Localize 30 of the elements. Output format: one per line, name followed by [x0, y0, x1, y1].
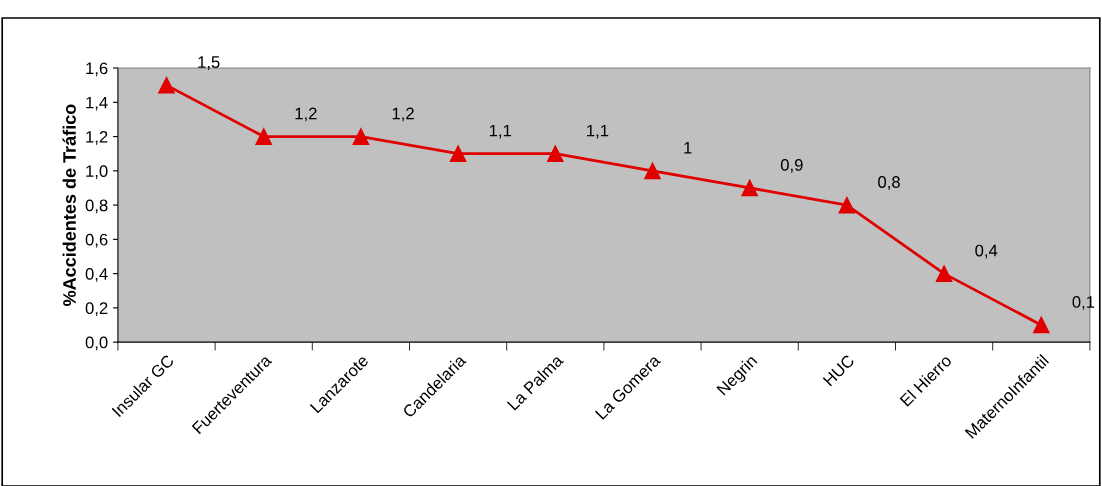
point [935, 265, 953, 282]
data-label: 1,1 [489, 124, 512, 139]
data-label: 0,8 [878, 176, 900, 190]
y-axis-title: %Accidentes de Tráfico [62, 104, 76, 306]
data-label: 0,9 [780, 158, 803, 173]
point [158, 76, 175, 94]
data-label: 0,4 [975, 244, 998, 259]
y-tick-label: 1,2 [86, 130, 108, 145]
y-tick-label: 0,8 [85, 199, 108, 214]
data-label: 1,2 [392, 107, 414, 122]
point [255, 128, 273, 145]
point [449, 145, 467, 163]
data-label: 1,5 [198, 56, 220, 70]
point [352, 128, 370, 145]
data-label: 1 [684, 142, 692, 154]
point [1032, 316, 1050, 334]
y-tick-label: 1,0 [86, 165, 108, 179]
data-label: 0,1 [1072, 296, 1095, 310]
point [838, 196, 856, 214]
point [546, 145, 564, 163]
y-tick-label: 0,2 [85, 302, 108, 317]
point [741, 179, 759, 197]
y-tick-label: 1,4 [86, 96, 108, 111]
y-tick-label: 0,6 [85, 233, 108, 248]
y-tick-label: 0,0 [85, 336, 108, 351]
point [644, 162, 661, 180]
data-label: 1,1 [587, 124, 609, 139]
data-label: 1,2 [295, 107, 317, 122]
y-tick-label: 1,6 [86, 62, 108, 77]
y-tick-label: 0,4 [85, 268, 108, 282]
